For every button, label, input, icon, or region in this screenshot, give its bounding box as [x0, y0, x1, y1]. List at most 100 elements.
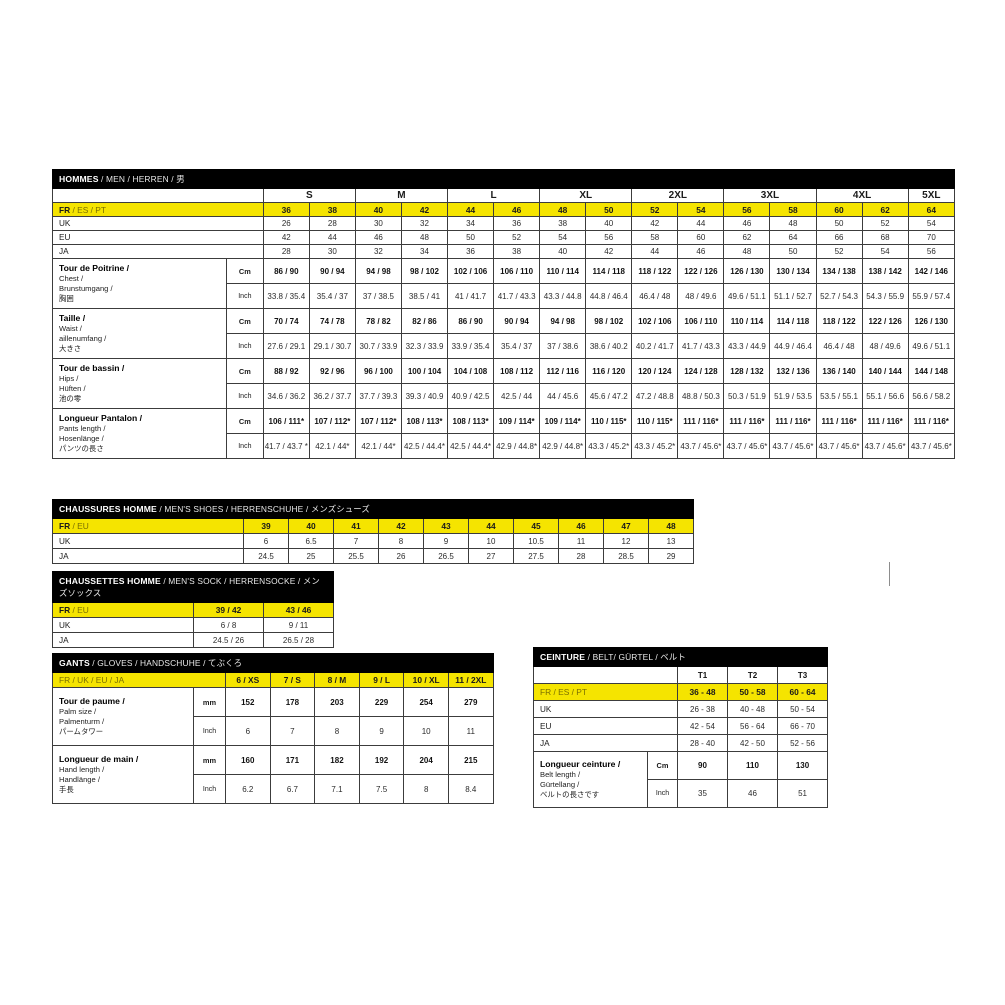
shoes-fr-cell: 47 — [603, 518, 649, 534]
table-cell: 60 — [677, 230, 725, 245]
table-cell: 42.9 / 44.8* — [539, 433, 587, 459]
unit-inch: Inch — [225, 283, 264, 309]
table-row: JA 28 - 40 42 - 50 52 - 56 — [533, 734, 829, 752]
unit-cm: Cm — [225, 408, 264, 434]
table-cell: 24.5 / 26 — [193, 632, 264, 648]
gloves-fr-row: FR / UK / EU / JA 6 / XS 7 / S 8 / M 9 /… — [52, 672, 494, 688]
gloves-fr-label: FR / UK / EU / JA — [52, 672, 226, 688]
table-cell: 38.5 / 41 — [400, 283, 449, 309]
table-cell: 50 - 54 — [776, 700, 829, 718]
table-cell: 279 — [447, 687, 494, 717]
table-cell: 44.8 / 46.4 — [585, 283, 633, 309]
table-cell: 51 — [776, 779, 829, 808]
table-cell: 8 — [403, 774, 449, 804]
sizegroup-2xl: 2XL — [631, 188, 725, 203]
table-cell: 43.3 / 45.2* — [631, 433, 679, 459]
table-cell: 42.1 / 44* — [354, 433, 402, 459]
mens-fr-cell: 40 — [354, 202, 402, 217]
table-cell: 90 / 94 — [493, 308, 541, 334]
table-cell: 6.2 — [225, 774, 271, 804]
table-row: Inch 35 46 51 — [534, 779, 829, 808]
table-cell: 27.6 / 29.1 — [262, 333, 310, 359]
table-cell: 90 / 94 — [308, 258, 356, 284]
table-cell: 54 — [539, 230, 587, 245]
socks-banner: CHAUSSETTES HOMME / MEN'S SOCK / HERRENS… — [52, 571, 334, 603]
mens-fr-cell: 44 — [447, 202, 495, 217]
table-cell: 26.5 / 28 — [263, 632, 334, 648]
mens-fr-label: FR / ES / PT — [52, 202, 264, 217]
table-row: EU 42 - 54 56 - 64 66 - 70 — [533, 717, 829, 735]
shoes-fr-cell: 41 — [333, 518, 379, 534]
table-cell: 41.7 / 43.7 * — [262, 433, 310, 459]
measure-label-pants-length: Longueur Pantalon / Pants length / Hosen… — [52, 408, 227, 459]
table-row: Tour de bassin / Hips / Hüften / 池の零 Cm … — [52, 358, 956, 409]
table-cell: 171 — [269, 745, 316, 775]
table-cell: 46 — [354, 230, 402, 245]
scan-artifact-line — [889, 562, 890, 586]
table-cell: 104 / 108 — [447, 358, 495, 384]
table-cell: 32.3 / 33.9 — [400, 333, 449, 359]
table-cell: 44 — [308, 230, 356, 245]
row-label-ja: JA — [52, 548, 244, 564]
table-cell: 108 / 113* — [447, 408, 495, 434]
table-cell: 124 / 128 — [677, 358, 725, 384]
table-cell: 126 / 130 — [907, 308, 956, 334]
gloves-fr-cell: 9 / L — [358, 672, 405, 688]
table-cell: 39.3 / 40.9 — [400, 383, 449, 409]
shoes-fr-cell: 42 — [378, 518, 424, 534]
sizegroup-xl: XL — [539, 188, 633, 203]
sizegroup-blank — [52, 188, 264, 203]
socks-fr-cell: 43 / 46 — [263, 602, 334, 618]
sizegroup-4xl: 4XL — [815, 188, 909, 203]
table-cell: 34 — [400, 244, 449, 259]
table-cell: 132 / 136 — [769, 358, 817, 384]
mens-fr-cell: 56 — [723, 202, 771, 217]
table-cell: 42 — [585, 244, 633, 259]
table-cell: 35.4 / 37 — [493, 333, 541, 359]
table-cell: 35.4 / 37 — [308, 283, 356, 309]
table-cell: 46.4 / 48 — [631, 283, 679, 309]
mens-fr-cell: 36 — [262, 202, 310, 217]
table-cell: 90 — [677, 751, 728, 780]
table-cell: 48 — [400, 230, 449, 245]
table-cell: 92 / 96 — [308, 358, 356, 384]
unit-inch: Inch — [225, 433, 264, 459]
table-row: JA 24.5 / 26 26.5 / 28 — [52, 632, 334, 648]
unit-cm: Cm — [647, 751, 678, 780]
table-cell: 32 — [400, 216, 449, 231]
unit-inch: Inch — [193, 774, 226, 804]
belt-fr-cell: 36 - 48 — [677, 683, 728, 701]
shoes-fr-row: FR / EU 39 40 41 42 43 44 45 46 47 48 — [52, 518, 695, 534]
table-cell: 13 — [647, 533, 695, 549]
table-cell: 54 — [861, 244, 909, 259]
gloves-fr-cell: 7 / S — [269, 672, 316, 688]
table-cell: 54.3 / 55.9 — [861, 283, 909, 309]
table-cell: 56 — [907, 244, 956, 259]
table-cell: 48 / 49.6 — [677, 283, 725, 309]
table-cell: 66 - 70 — [776, 717, 829, 735]
table-cell: 46 — [727, 779, 778, 808]
mens-fr-cell: 42 — [400, 202, 449, 217]
row-label-eu: EU — [533, 717, 678, 735]
table-cell: 46 — [723, 216, 771, 231]
table-cell: 134 / 138 — [815, 258, 863, 284]
table-cell: 106 / 110 — [493, 258, 541, 284]
mens-fr-cell: 52 — [631, 202, 679, 217]
table-cell: 43.7 / 45.6* — [723, 433, 771, 459]
shoes-fr-cell: 48 — [647, 518, 695, 534]
table-cell: 254 — [403, 687, 449, 717]
table-cell: 102 / 106 — [631, 308, 679, 334]
unit-cm: Cm — [225, 358, 264, 384]
table-cell: 43.7 / 45.6* — [907, 433, 956, 459]
measure-label-hand-length: Longueur de main / Hand length / Handlän… — [52, 745, 194, 804]
fr-rest: / EU — [70, 521, 89, 531]
table-cell: 10 — [468, 533, 514, 549]
table-cell: 50 — [769, 244, 817, 259]
table-cell: 9 — [358, 716, 405, 746]
fr-rest: / ES / PT — [551, 687, 588, 697]
measure-label-palm-size: Tour de paume / Palm size / Palmenturm /… — [52, 687, 194, 746]
table-cell: 43.7 / 45.6* — [861, 433, 909, 459]
belt-fr-label: FR / ES / PT — [533, 683, 678, 701]
table-cell: 28.5 — [603, 548, 649, 564]
